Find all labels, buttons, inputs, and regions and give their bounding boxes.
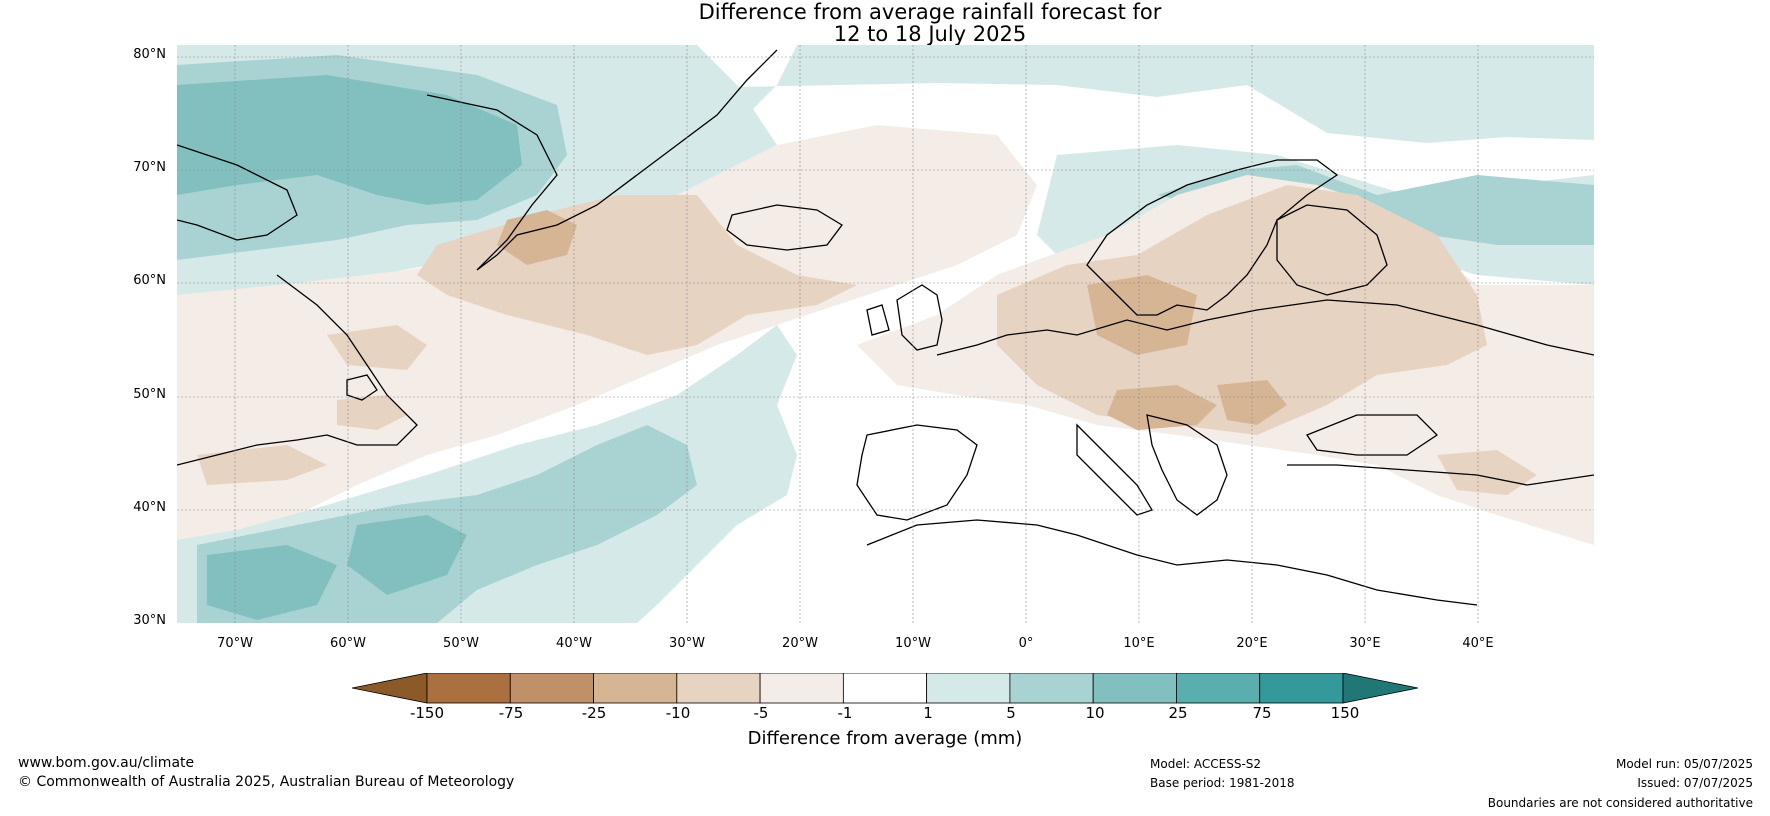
anomaly-region-turkey-dry bbox=[1437, 450, 1537, 495]
colorbar-extend-high bbox=[1342, 673, 1418, 704]
colorbar-segment bbox=[1176, 673, 1261, 704]
lon-label-10e: 10°E bbox=[1123, 636, 1155, 651]
colorbar-tick: -1 bbox=[837, 704, 853, 722]
italy bbox=[1076, 423, 1153, 516]
baffin-coast bbox=[177, 144, 298, 241]
coastlines bbox=[177, 49, 1594, 606]
anomaly-region-newfoundland-dry bbox=[337, 395, 407, 430]
colorbar-tick: -150 bbox=[409, 704, 445, 722]
north-africa bbox=[866, 519, 1478, 606]
lon-label-10w: 10°W bbox=[895, 636, 931, 651]
lat-label-30n: 30°N bbox=[133, 613, 166, 628]
lat-label-70n: 70°N bbox=[133, 160, 166, 175]
graticule bbox=[177, 45, 1594, 623]
colorbar-tick: 1 bbox=[923, 704, 933, 722]
iberia bbox=[856, 424, 978, 521]
colorbar-segment bbox=[426, 673, 511, 704]
map-title-line1: Difference from average rainfall forecas… bbox=[698, 0, 1162, 24]
lon-label-40w: 40°W bbox=[556, 636, 592, 651]
footer-model: Model: ACCESS-S2 bbox=[1150, 757, 1262, 771]
colorbar-tick: -10 bbox=[665, 704, 691, 722]
lon-label-70w: 70°W bbox=[217, 636, 253, 651]
colorbar-tick: 150 bbox=[1330, 704, 1360, 722]
footer-disclaimer: Boundaries are not considered authoritat… bbox=[1487, 796, 1753, 810]
colorbar-tick: 5 bbox=[1006, 704, 1016, 722]
anomaly-region-atlantic-dry-10 bbox=[497, 210, 577, 265]
lat-label-60n: 60°N bbox=[133, 273, 166, 288]
footer-issued: Issued: 07/07/2025 bbox=[1637, 776, 1753, 790]
footer-url: www.bom.gov.au/climate bbox=[18, 755, 195, 771]
labrador-coast bbox=[177, 274, 418, 466]
lon-label-40e: 40°E bbox=[1462, 636, 1494, 651]
lon-label-50w: 50°W bbox=[443, 636, 479, 651]
colorbar-segment bbox=[842, 673, 928, 704]
colorbar-segment bbox=[676, 673, 761, 704]
colorbar-segment bbox=[926, 673, 1011, 704]
iceland-coast bbox=[726, 204, 843, 251]
anomaly-region-europe-dry-5 bbox=[997, 185, 1487, 435]
anomaly-region-europe-dry-10b bbox=[1107, 385, 1217, 430]
british-isles bbox=[866, 284, 943, 351]
colorbar-segment bbox=[1092, 673, 1177, 704]
colorbar-segment bbox=[509, 673, 594, 704]
anomaly-region-labrador-dry bbox=[327, 325, 427, 370]
colorbar-tick: -5 bbox=[753, 704, 769, 722]
anomaly-region-arctic-wet bbox=[177, 45, 1594, 150]
finland-coast bbox=[1276, 204, 1388, 296]
colorbar bbox=[352, 673, 1418, 704]
newfoundland bbox=[346, 374, 378, 401]
colorbar-label: Difference from average (mm) bbox=[747, 728, 1023, 749]
colorbar-tick: 10 bbox=[1085, 704, 1105, 722]
colorbar-tick: -25 bbox=[581, 704, 607, 722]
lon-label-30e: 30°E bbox=[1349, 636, 1381, 651]
colorbar-extend-low bbox=[352, 673, 428, 704]
colorbar-tick: 75 bbox=[1252, 704, 1272, 722]
turkey bbox=[1287, 464, 1594, 486]
colorbar-tick: -75 bbox=[498, 704, 524, 722]
footer-copyright: © Commonwealth of Australia 2025, Austra… bbox=[18, 774, 515, 790]
lon-label-20e: 20°E bbox=[1236, 636, 1268, 651]
footer-model-run: Model run: 05/07/2025 bbox=[1615, 757, 1753, 771]
greenland-coast bbox=[426, 49, 778, 271]
colorbar-tick: 25 bbox=[1168, 704, 1188, 722]
colorbar-segment bbox=[593, 673, 678, 704]
map-title-line2: 12 to 18 July 2025 bbox=[833, 22, 1027, 46]
colorbar-segment bbox=[759, 673, 844, 704]
lat-label-80n: 80°N bbox=[133, 47, 166, 62]
colorbar-segment bbox=[1009, 673, 1094, 704]
lon-label-60w: 60°W bbox=[330, 636, 366, 651]
rainfall-anomaly-map bbox=[177, 45, 1594, 623]
europe-mainland bbox=[936, 299, 1594, 356]
lon-label-20w: 20°W bbox=[782, 636, 818, 651]
colorbar-segment bbox=[1259, 673, 1344, 704]
lat-label-40n: 40°N bbox=[133, 500, 166, 515]
anomaly-region-gulf-dry bbox=[197, 445, 327, 485]
black-sea bbox=[1306, 414, 1439, 456]
lon-label-30w: 30°W bbox=[669, 636, 705, 651]
anomaly-region-subtropical-wet-10b bbox=[347, 515, 467, 595]
lon-label-0: 0° bbox=[1018, 636, 1034, 651]
balkans bbox=[1146, 414, 1228, 516]
anomaly-region-subtropical-wet-10 bbox=[207, 545, 337, 620]
footer-base-period: Base period: 1981-2018 bbox=[1150, 776, 1295, 790]
anomaly-region-baffin-wet-25 bbox=[177, 75, 522, 205]
lat-label-50n: 50°N bbox=[133, 387, 166, 402]
